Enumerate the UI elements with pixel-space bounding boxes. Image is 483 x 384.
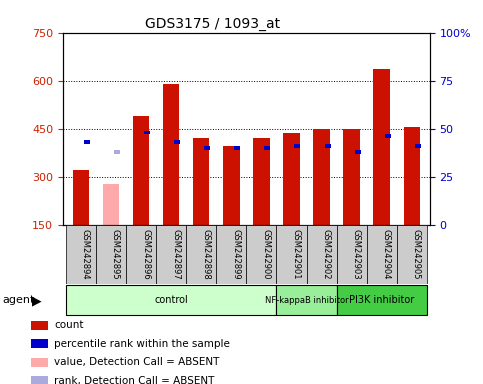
Bar bbox=[216, 225, 246, 284]
Text: GSM242901: GSM242901 bbox=[291, 229, 300, 280]
Bar bbox=[337, 225, 367, 284]
Text: GSM242905: GSM242905 bbox=[412, 229, 421, 280]
Bar bbox=[234, 146, 241, 150]
Bar bbox=[174, 140, 180, 144]
Bar bbox=[373, 70, 390, 225]
Bar bbox=[264, 146, 270, 150]
Bar bbox=[163, 84, 179, 225]
Text: GSM242900: GSM242900 bbox=[261, 229, 270, 280]
Text: ▶: ▶ bbox=[32, 294, 42, 307]
Bar bbox=[385, 134, 391, 138]
Text: GSM242903: GSM242903 bbox=[352, 229, 361, 280]
Text: GSM242904: GSM242904 bbox=[382, 229, 391, 280]
Bar bbox=[307, 225, 337, 284]
Bar bbox=[283, 134, 300, 225]
Bar bbox=[397, 225, 427, 284]
Text: value, Detection Call = ABSENT: value, Detection Call = ABSENT bbox=[54, 357, 220, 367]
Text: GSM242896: GSM242896 bbox=[141, 229, 150, 280]
Bar bbox=[66, 285, 276, 316]
Bar bbox=[72, 170, 89, 225]
Bar bbox=[156, 225, 186, 284]
Bar bbox=[276, 225, 307, 284]
Bar bbox=[114, 150, 120, 154]
Text: GSM242894: GSM242894 bbox=[81, 229, 90, 280]
Bar bbox=[144, 131, 150, 134]
Text: GSM242899: GSM242899 bbox=[231, 229, 240, 280]
Bar bbox=[295, 144, 300, 148]
Bar bbox=[367, 225, 397, 284]
Bar bbox=[246, 225, 276, 284]
Text: NF-kappaB inhibitor: NF-kappaB inhibitor bbox=[265, 296, 348, 305]
Bar bbox=[355, 150, 361, 154]
Bar bbox=[31, 321, 48, 330]
Bar bbox=[276, 285, 337, 316]
Text: GDS3175 / 1093_at: GDS3175 / 1093_at bbox=[145, 17, 280, 31]
Bar bbox=[223, 146, 240, 225]
Text: GSM242898: GSM242898 bbox=[201, 229, 210, 280]
Bar bbox=[193, 138, 210, 225]
Bar bbox=[325, 144, 330, 148]
Bar bbox=[253, 138, 270, 225]
Text: GSM242902: GSM242902 bbox=[322, 229, 330, 280]
Text: control: control bbox=[154, 295, 188, 306]
Bar bbox=[31, 376, 48, 384]
Bar bbox=[415, 144, 421, 148]
Bar bbox=[403, 127, 420, 225]
Text: GSM242895: GSM242895 bbox=[111, 229, 120, 280]
Bar bbox=[31, 358, 48, 367]
Bar bbox=[186, 225, 216, 284]
Text: GSM242897: GSM242897 bbox=[171, 229, 180, 280]
Bar bbox=[84, 140, 90, 144]
Bar bbox=[103, 184, 119, 225]
Bar bbox=[31, 339, 48, 348]
Bar bbox=[133, 116, 149, 225]
Bar bbox=[343, 129, 360, 225]
Bar bbox=[313, 129, 330, 225]
Text: PI3K inhibitor: PI3K inhibitor bbox=[349, 295, 414, 306]
Bar bbox=[66, 225, 96, 284]
Bar bbox=[96, 225, 126, 284]
Text: count: count bbox=[54, 320, 84, 330]
Bar bbox=[126, 225, 156, 284]
Text: percentile rank within the sample: percentile rank within the sample bbox=[54, 339, 230, 349]
Text: rank, Detection Call = ABSENT: rank, Detection Call = ABSENT bbox=[54, 376, 214, 384]
Bar bbox=[337, 285, 427, 316]
Bar bbox=[204, 146, 210, 150]
Text: agent: agent bbox=[2, 295, 35, 306]
